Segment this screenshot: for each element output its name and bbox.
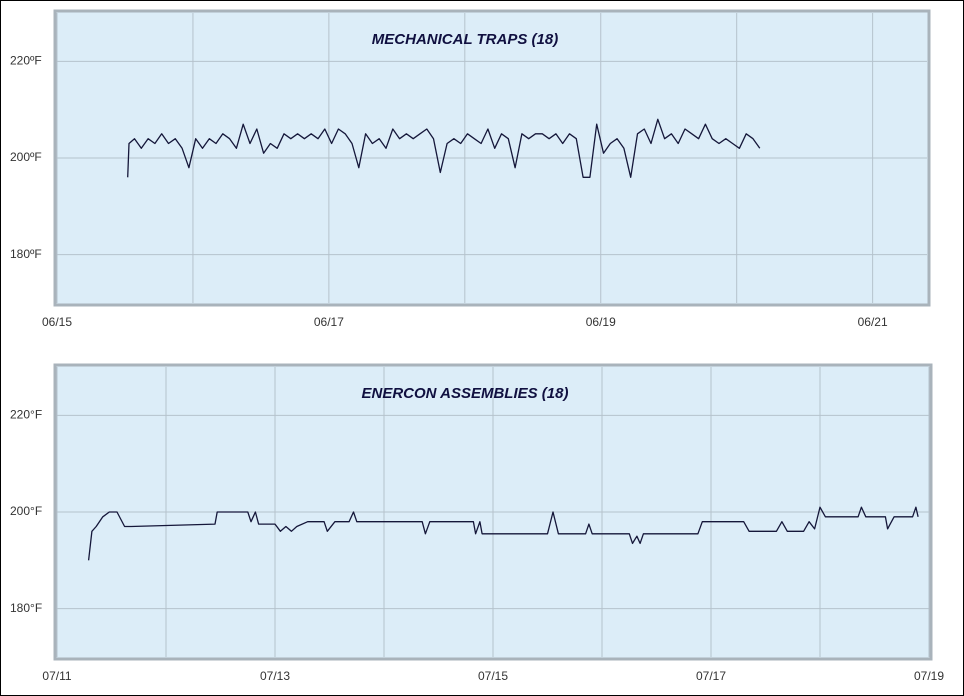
x-tick-label: 06/21 bbox=[858, 315, 888, 329]
y-tick-label: 200°F bbox=[10, 504, 42, 518]
data-line bbox=[87, 506, 919, 561]
x-tick-label: 07/13 bbox=[260, 669, 290, 683]
x-tick-label: 06/15 bbox=[42, 315, 72, 329]
y-tick-label: 180°F bbox=[10, 601, 42, 615]
y-tick-label: 180ºF bbox=[10, 247, 42, 261]
x-tick-label: 07/17 bbox=[696, 669, 726, 683]
x-tick-label: 07/19 bbox=[914, 669, 944, 683]
x-tick-label: 06/17 bbox=[314, 315, 344, 329]
y-tick-label: 200ºF bbox=[10, 150, 42, 164]
y-tick-label: 220°F bbox=[10, 408, 42, 422]
data-line bbox=[127, 118, 761, 178]
chart-title: ENERCON ASSEMBLIES (18) bbox=[362, 385, 569, 402]
x-tick-label: 07/11 bbox=[42, 669, 71, 683]
x-tick-label: 06/19 bbox=[586, 315, 616, 329]
y-tick-label: 220ºF bbox=[10, 54, 42, 68]
chart-title: MECHANICAL TRAPS (18) bbox=[372, 31, 558, 48]
x-tick-label: 07/15 bbox=[478, 669, 508, 683]
